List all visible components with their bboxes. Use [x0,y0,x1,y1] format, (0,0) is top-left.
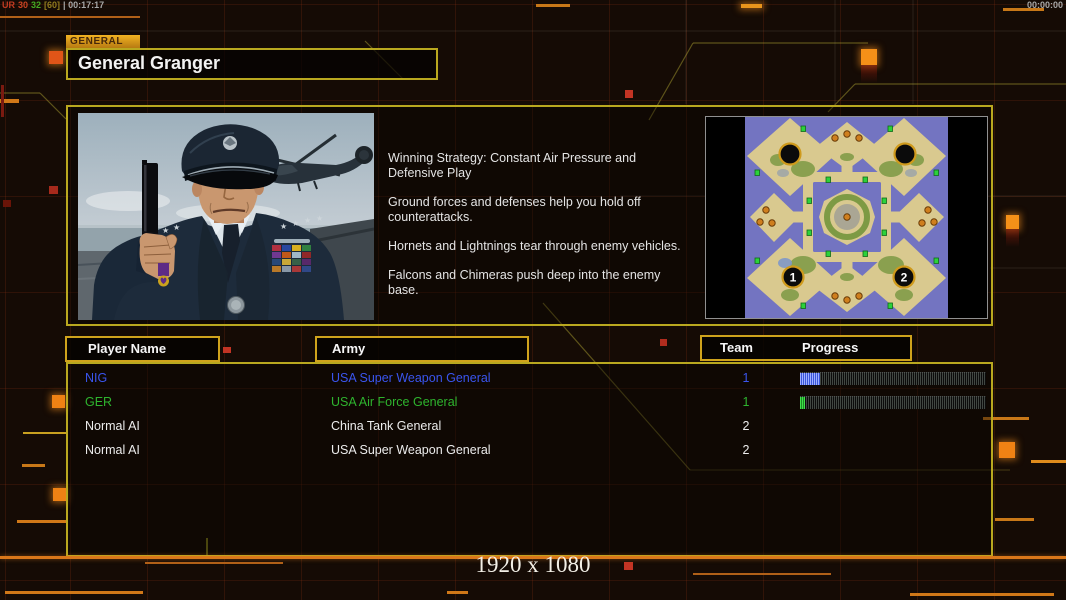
minimap-supply-piles [756,130,938,304]
minimap: 1 2 [745,117,948,318]
svg-text:★: ★ [173,223,180,232]
player-team: 1 [742,371,750,385]
svg-text:★: ★ [304,216,311,225]
player-army: China Tank General [331,419,442,433]
rank-stars: ★ ★ ★ ★ ★ ★ [162,214,323,235]
player-row: GER USA Air Force General 1 [68,390,991,414]
strategy-paragraph: Winning Strategy: Constant Air Pressure … [388,151,637,180]
player-name: Normal AI [85,443,140,457]
column-header-player-name: Player Name [65,336,220,362]
svg-text:★: ★ [280,222,287,231]
player-table: NIG USA Super Weapon General 1 GER USA A… [66,362,993,557]
purple-heart-medal [158,263,169,287]
match-timer: 00:00:00 [1026,0,1063,10]
ribbon-rack [272,239,311,272]
general-figure: ★ ★ ★ ★ ★ ★ [92,124,344,320]
bottom-accent-line [0,556,1066,559]
start-position-1: 1 [790,271,797,285]
column-header-army: Army [315,336,529,362]
resolution-label: 1920 x 1080 [475,552,591,577]
minimap-panel: 1 2 [705,116,988,319]
svg-text:★: ★ [292,219,299,228]
general-portrait-image: ★ ★ ★ ★ ★ ★ [77,113,375,320]
player-army: USA Super Weapon General [331,371,491,385]
debug-readout: UR 30 32 [60] | 00:17:17 [2,0,105,10]
player-row: NIG USA Super Weapon General 1 [68,366,991,390]
strategy-text: Winning Strategy: Constant Air Pressure … [388,151,693,312]
general-tab: GENERAL [66,35,140,48]
general-info-panel: ★ ★ ★ ★ ★ ★ [66,105,993,326]
peaked-cap [181,124,280,190]
column-header-progress: Progress [802,340,859,355]
column-header-team: Team [720,340,753,355]
player-row: Normal AI USA Super Weapon General 2 [68,438,991,462]
player-name: Normal AI [85,419,140,433]
strategy-paragraph: Falcons and Chimeras push deep into the … [388,268,661,297]
player-team: 2 [742,443,750,457]
start-position-2: 2 [901,271,908,285]
column-header-team-progress: Team Progress [700,335,912,361]
svg-text:★: ★ [316,214,323,223]
general-title-box: General Granger [66,48,438,80]
progress-bar-fill [800,397,805,409]
player-row: Normal AI China Tank General 2 [68,414,991,438]
player-team: 2 [742,419,750,433]
progress-bar-fill [800,373,820,385]
player-name: GER [85,395,113,409]
progress-bar [800,372,986,385]
minimap-tech-buildings [754,125,939,309]
general-name: General Granger [78,53,221,73]
svg-text:★: ★ [162,226,169,235]
player-army: USA Air Force General [331,395,458,409]
player-army: USA Super Weapon General [331,443,491,457]
minimap-start-positions: 1 2 [778,142,917,289]
player-name: NIG [85,371,108,385]
general-portrait: ★ ★ ★ ★ ★ ★ [77,113,375,320]
player-team: 1 [742,395,750,409]
progress-bar [800,396,986,409]
strategy-paragraph: Ground forces and defenses help you hold… [388,195,641,224]
strategy-paragraph: Hornets and Lightnings tear through enem… [388,239,681,253]
